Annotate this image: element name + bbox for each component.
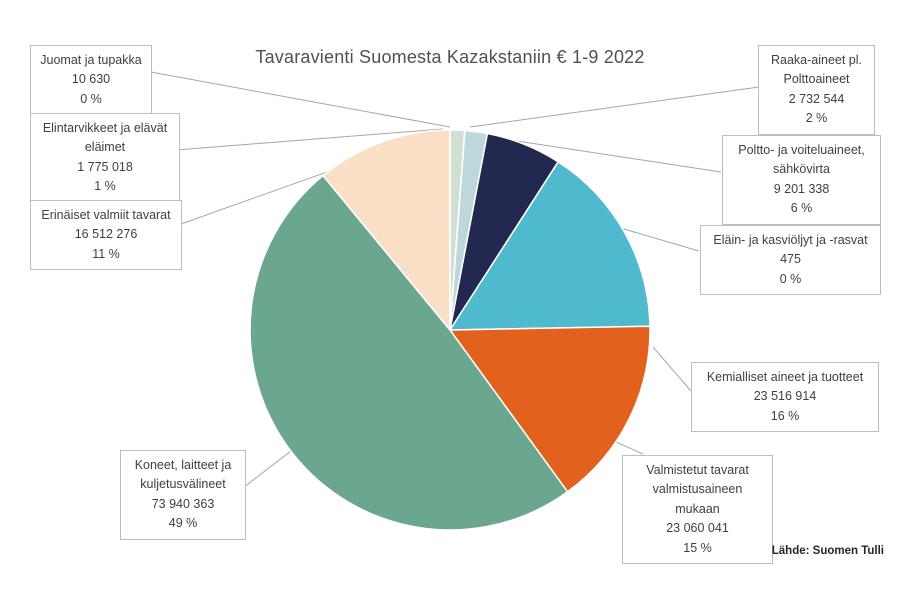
- callout-erinaiset-valmiit: Erinäiset valmiit tavarat 16 512 276 11 …: [30, 200, 182, 271]
- callout-percent: 2 %: [805, 111, 828, 126]
- leader-line-koneet: [243, 450, 292, 488]
- callout-elintarvikkeet: Elintarvikkeet ja elävät eläimet 1 775 0…: [30, 113, 180, 203]
- callout-label: Eläin- ja kasviöljyt ja -rasvat: [713, 233, 868, 247]
- callout-percent: 0 %: [779, 271, 802, 286]
- leader-line-elintarvikkeet: [175, 128, 444, 151]
- pie-slice-valmistetut-tavarat[interactable]: [449, 325, 651, 493]
- pie-slice-koneet-laitteet[interactable]: [249, 174, 569, 531]
- callout-kemialliset: Kemialliset aineet ja tuotteet 23 516 91…: [691, 362, 879, 433]
- leader-line-kemialliset: [652, 346, 692, 392]
- callout-value: 23 060 041: [666, 521, 729, 536]
- callout-value: 10 630: [71, 72, 111, 87]
- callout-koneet-laitteet: Koneet, laitteet ja kuljetusvälineet 73 …: [120, 450, 246, 540]
- callout-value: 2 732 544: [788, 91, 845, 106]
- callout-label: Kemialliset aineet ja tuotteet: [706, 370, 864, 384]
- callout-percent: 6 %: [790, 201, 813, 216]
- callout-value: 23 516 914: [753, 389, 817, 404]
- chart-title: Tavaravienti Suomesta Kazakstaniin € 1-9…: [255, 47, 645, 67]
- pie-slice-kemialliset[interactable]: [449, 161, 651, 331]
- callout-juomat-ja-tupakka: Juomat ja tupakka 10 630 0 %: [30, 45, 152, 116]
- callout-oljyt-ja-rasvat: Eläin- ja kasviöljyt ja -rasvat 475 0 %: [700, 225, 881, 296]
- callout-percent: 1 %: [94, 179, 116, 194]
- leader-line-juomat: [150, 71, 451, 128]
- callout-label: Koneet, laitteet ja kuljetusvälineet: [134, 458, 232, 492]
- callout-value: 475: [780, 252, 801, 267]
- callout-percent: 11 %: [92, 246, 120, 261]
- callout-label: Juomat ja tupakka: [40, 53, 142, 67]
- pie-slices-group: [249, 129, 651, 531]
- pie-slice-erinaiset-valmiit[interactable]: [322, 129, 451, 331]
- callout-polttoaineet: Poltto- ja voiteluaineet, sähkövirta 9 2…: [722, 135, 881, 225]
- callout-value: 73 940 363: [151, 496, 215, 511]
- callout-percent: 49 %: [168, 516, 198, 531]
- leader-line-elain: [616, 226, 700, 252]
- callout-value: 1 775 018: [77, 159, 133, 174]
- callout-percent: 15 %: [683, 540, 712, 555]
- leader-line-raaka: [469, 86, 760, 128]
- callout-label: Poltto- ja voiteluaineet, sähkövirta: [738, 143, 865, 177]
- callout-label: Raaka-aineet pl. Polttoaineet: [770, 53, 863, 87]
- callout-value: 16 512 276: [74, 227, 138, 242]
- callout-value: 9 201 338: [773, 181, 830, 196]
- callout-raaka-aineet: Raaka-aineet pl. Polttoaineet 2 732 544 …: [758, 45, 875, 135]
- callout-label: Erinäiset valmiit tavarat: [41, 208, 171, 222]
- source-note: Lähde: Suomen Tulli: [771, 545, 884, 557]
- callout-percent: 0 %: [80, 91, 102, 106]
- callout-label: Valmistetut tavarat valmistusaineen muka…: [646, 463, 749, 516]
- callout-label: Elintarvikkeet ja elävät eläimet: [42, 121, 168, 155]
- callout-valmistetut-tavarat: Valmistetut tavarat valmistusaineen muka…: [622, 455, 773, 564]
- leader-line-poltto: [516, 140, 722, 173]
- callout-percent: 16 %: [770, 408, 800, 423]
